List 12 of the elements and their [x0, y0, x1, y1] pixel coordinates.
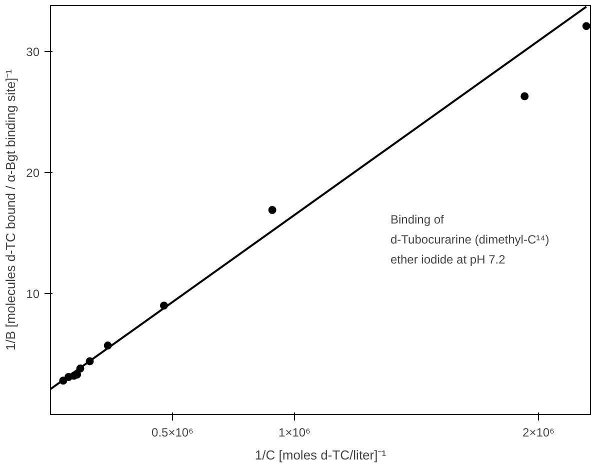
x-axis-title: 1/C [moles d-TC/liter]⁻¹ — [254, 448, 387, 462]
x-tick-label: 2×10⁶ — [522, 426, 555, 440]
y-tick-label: 30 — [26, 44, 40, 59]
x-tick-label: 0.5×10⁶ — [152, 426, 194, 440]
y-tick-label: 20 — [26, 166, 40, 180]
point — [520, 92, 529, 100]
annotation: Binding of d-Tubocurarine (dimethyl-C¹⁴) ether iodide at pH 7.2 — [390, 212, 550, 266]
x-tick-label: 1×10⁶ — [278, 426, 311, 440]
point — [268, 206, 276, 214]
y-axis-title: 1/B [molecules d-TC bound / α-Bgt binding site]⁻¹ — [3, 68, 18, 351]
point — [582, 22, 590, 30]
y-tick-label: 10 — [26, 286, 40, 301]
